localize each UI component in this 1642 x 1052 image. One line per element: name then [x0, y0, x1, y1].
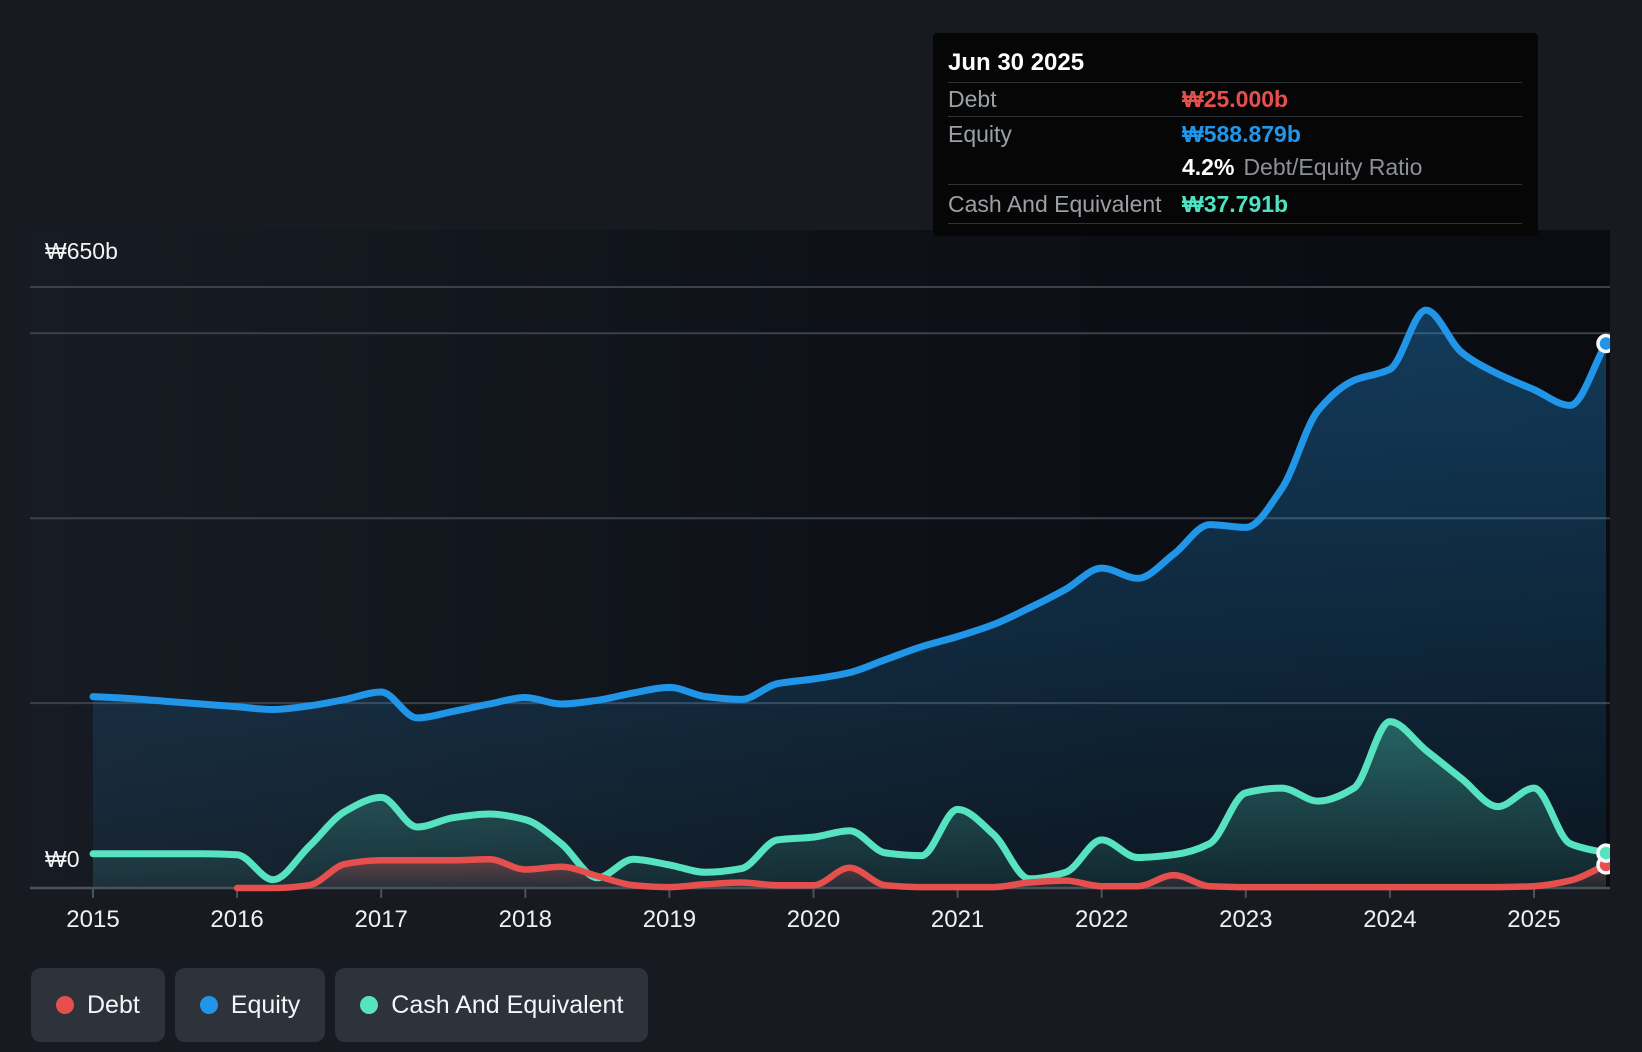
tooltip-divider: [948, 116, 1522, 117]
tooltip-date-title: Jun 30 2025: [948, 49, 1085, 76]
x-axis-label: 2018: [499, 906, 552, 933]
tooltip-cash-value: ₩37.791b: [1182, 190, 1289, 217]
x-axis-label: 2017: [355, 906, 408, 933]
equity-line: [89, 306, 1610, 722]
tooltip-row-cash: Cash And Equivalent ₩37.791b: [948, 185, 1522, 223]
legend-item-debt[interactable]: Debt: [31, 968, 165, 1042]
cash-series-dot-icon: [360, 996, 379, 1014]
debt-area: [237, 859, 1607, 888]
tooltip-divider: [948, 184, 1522, 185]
tooltip-ratio-label: Debt/Equity Ratio: [1243, 154, 1423, 180]
tooltip-row-debt: Debt ₩25.000b: [948, 83, 1522, 116]
cash-and-equivalent-area: [93, 721, 1606, 888]
x-axis-label: 2019: [643, 906, 696, 933]
debt-line: [233, 856, 1610, 892]
x-axis-label: 2023: [1219, 906, 1272, 933]
x-axis-label: 2025: [1507, 906, 1560, 933]
legend-item-equity[interactable]: Equity: [174, 968, 326, 1042]
chart-tooltip: Jun 30 2025 Debt ₩25.000b Equity ₩588.87…: [933, 33, 1538, 236]
x-axis-label: 2021: [931, 906, 984, 933]
x-axis-label: 2016: [210, 906, 263, 933]
debt-series-dot-icon: [56, 996, 74, 1014]
equity-area: [93, 310, 1606, 889]
series-lines: [89, 306, 1610, 892]
tooltip-equity-label: Equity: [948, 120, 1012, 147]
tooltip-debt-value: ₩25.000b: [1182, 86, 1289, 112]
legend-debt-label: Debt: [87, 990, 140, 1019]
cash-and-equivalent-line: [89, 718, 1610, 884]
x-axis-label: 2020: [787, 906, 840, 933]
x-axis-labels: 2015 2016 2017 2018 2019 2020 2021 2022 2023 2024…: [66, 906, 1560, 933]
x-axis-label: 2015: [66, 906, 119, 933]
legend-cash-label: Cash And Equivalent: [391, 990, 624, 1019]
x-axis-label: 2022: [1075, 906, 1128, 933]
tooltip-equity-value: ₩588.879b: [1182, 120, 1301, 147]
y-axis-label-zero: ₩0: [45, 846, 80, 872]
tooltip-row-equity: Equity ₩588.879b: [948, 117, 1522, 151]
chart-legend: Debt Equity Cash And Equivalent: [31, 968, 649, 1042]
equity-series-dot-icon: [199, 996, 218, 1014]
tooltip-ratio-value: 4.2%: [1182, 154, 1235, 180]
legend-item-cash[interactable]: Cash And Equivalent: [335, 968, 649, 1042]
equity-endpoint-marker: [1596, 333, 1610, 354]
y-axis-label-max: ₩650b: [45, 238, 118, 264]
tooltip-divider: [948, 223, 1522, 224]
tooltip-debt-label: Debt: [948, 86, 997, 112]
legend-equity-label: Equity: [230, 990, 301, 1019]
tooltip-row-ratio: 4.2% Debt/Equity Ratio: [948, 151, 1522, 184]
x-axis-label: 2024: [1363, 906, 1416, 933]
area-fills: [93, 310, 1607, 889]
tooltip-cash-label: Cash And Equivalent: [948, 190, 1162, 217]
cash-and-equivalent-endpoint-marker: [1596, 843, 1610, 863]
tooltip-divider: [948, 82, 1522, 83]
